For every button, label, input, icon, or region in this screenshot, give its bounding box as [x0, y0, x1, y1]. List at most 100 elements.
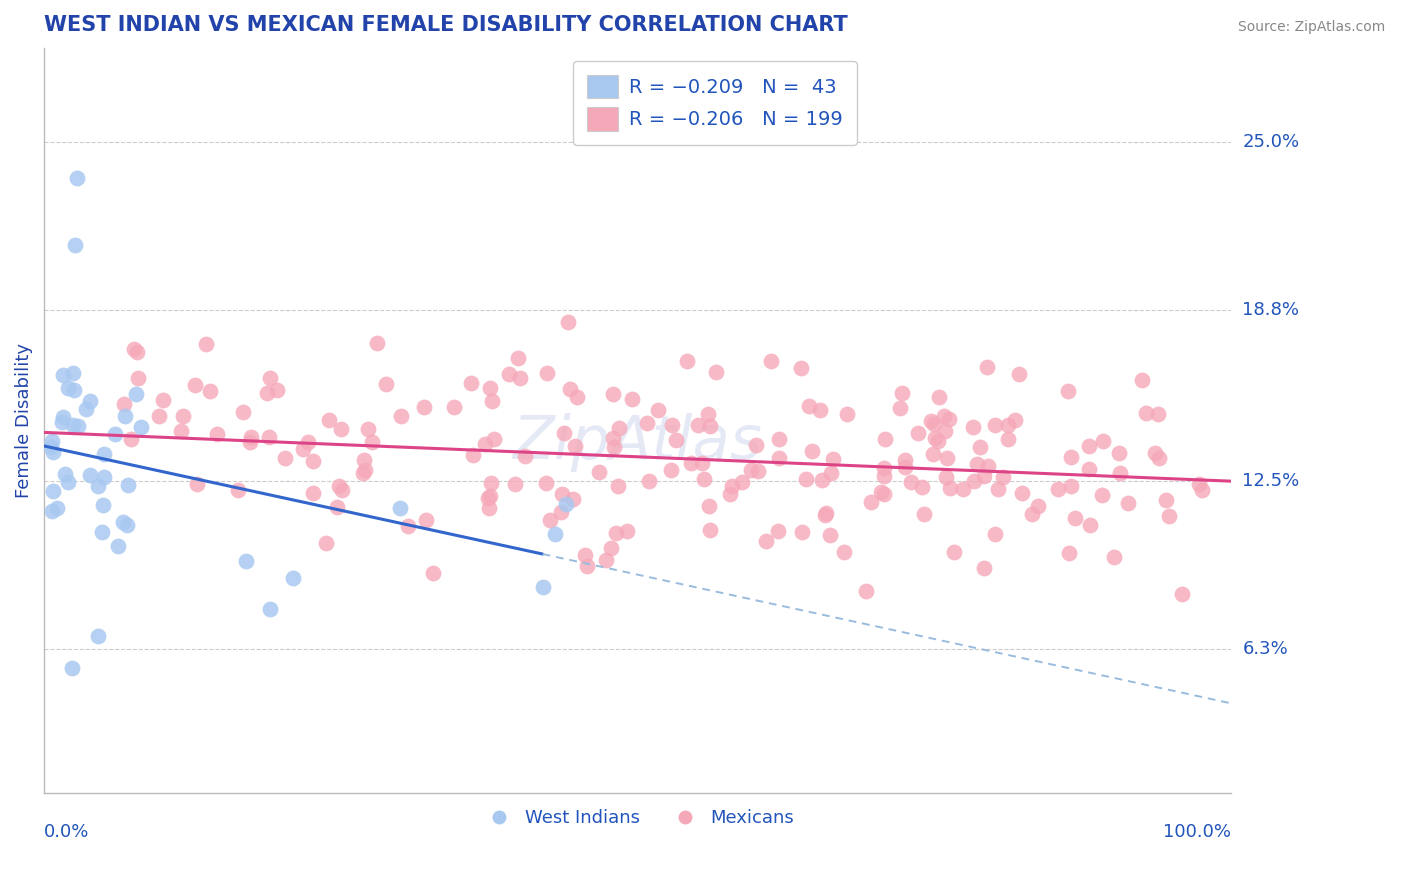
Point — [125, 387, 148, 401]
Point — [124, 343, 146, 357]
Point — [922, 417, 945, 431]
Point — [274, 450, 297, 465]
Point — [832, 545, 855, 559]
Point — [45, 500, 67, 515]
Point — [184, 378, 207, 392]
Point — [1102, 549, 1125, 564]
Point — [599, 541, 621, 556]
Point — [790, 360, 813, 375]
Point — [1026, 499, 1049, 513]
Point — [239, 435, 262, 450]
Point — [104, 427, 127, 442]
Point — [478, 489, 501, 503]
Point — [232, 404, 254, 418]
Point — [357, 422, 380, 436]
Point — [636, 416, 658, 430]
Point — [477, 491, 499, 506]
Point — [595, 553, 617, 567]
Point — [602, 440, 624, 454]
Point — [768, 432, 790, 446]
Point — [1154, 493, 1177, 508]
Point — [679, 456, 702, 470]
Point — [997, 417, 1019, 432]
Legend: West Indians, Mexicans: West Indians, Mexicans — [474, 802, 801, 834]
Point — [808, 403, 831, 417]
Point — [686, 418, 709, 433]
Point — [474, 437, 496, 451]
Point — [973, 561, 995, 575]
Point — [87, 629, 110, 643]
Point — [53, 467, 76, 482]
Point — [66, 170, 89, 185]
Point — [889, 401, 911, 415]
Point — [550, 505, 572, 519]
Point — [1004, 413, 1026, 427]
Point — [647, 403, 669, 417]
Point — [536, 366, 558, 380]
Point — [1108, 446, 1130, 460]
Text: 18.8%: 18.8% — [1243, 301, 1299, 319]
Point — [675, 354, 697, 368]
Point — [1116, 495, 1139, 509]
Point — [1057, 546, 1080, 560]
Point — [939, 481, 962, 495]
Point — [93, 447, 115, 461]
Point — [1078, 518, 1101, 533]
Point — [63, 238, 86, 252]
Point — [352, 466, 374, 480]
Point — [697, 499, 720, 513]
Point — [550, 486, 572, 500]
Point — [509, 371, 531, 385]
Point — [117, 478, 139, 492]
Point — [292, 442, 315, 457]
Point — [607, 479, 630, 493]
Point — [977, 458, 1000, 473]
Text: ZipAtlas: ZipAtlas — [513, 413, 762, 472]
Point — [810, 473, 832, 487]
Point — [997, 433, 1019, 447]
Point — [969, 440, 991, 454]
Point — [52, 368, 75, 382]
Point — [907, 426, 929, 441]
Point — [366, 335, 388, 350]
Point — [1191, 483, 1213, 497]
Point — [561, 492, 583, 507]
Point — [567, 390, 589, 404]
Point — [699, 523, 721, 537]
Point — [1021, 508, 1043, 522]
Point — [107, 539, 129, 553]
Point — [936, 451, 959, 466]
Point — [740, 463, 762, 477]
Point — [875, 432, 897, 446]
Point — [481, 394, 503, 409]
Point — [239, 430, 262, 444]
Point — [894, 459, 917, 474]
Point — [152, 393, 174, 408]
Point — [460, 376, 482, 390]
Point — [1188, 476, 1211, 491]
Point — [690, 457, 713, 471]
Point — [558, 382, 581, 396]
Point — [794, 472, 817, 486]
Point — [638, 474, 661, 488]
Point — [111, 515, 134, 529]
Point — [63, 383, 86, 397]
Point — [79, 468, 101, 483]
Point — [704, 365, 727, 379]
Y-axis label: Female Disability: Female Disability — [15, 343, 32, 498]
Point — [51, 415, 73, 429]
Text: WEST INDIAN VS MEXICAN FEMALE DISABILITY CORRELATION CHART: WEST INDIAN VS MEXICAN FEMALE DISABILITY… — [44, 15, 848, 35]
Point — [75, 401, 97, 416]
Point — [498, 368, 520, 382]
Point — [257, 430, 280, 444]
Point — [616, 524, 638, 538]
Point — [1130, 373, 1153, 387]
Point — [112, 397, 135, 411]
Point — [1056, 384, 1078, 398]
Point — [226, 483, 249, 498]
Point — [283, 571, 305, 585]
Point — [696, 407, 718, 421]
Point — [718, 487, 741, 501]
Point — [991, 470, 1014, 484]
Point — [235, 554, 257, 568]
